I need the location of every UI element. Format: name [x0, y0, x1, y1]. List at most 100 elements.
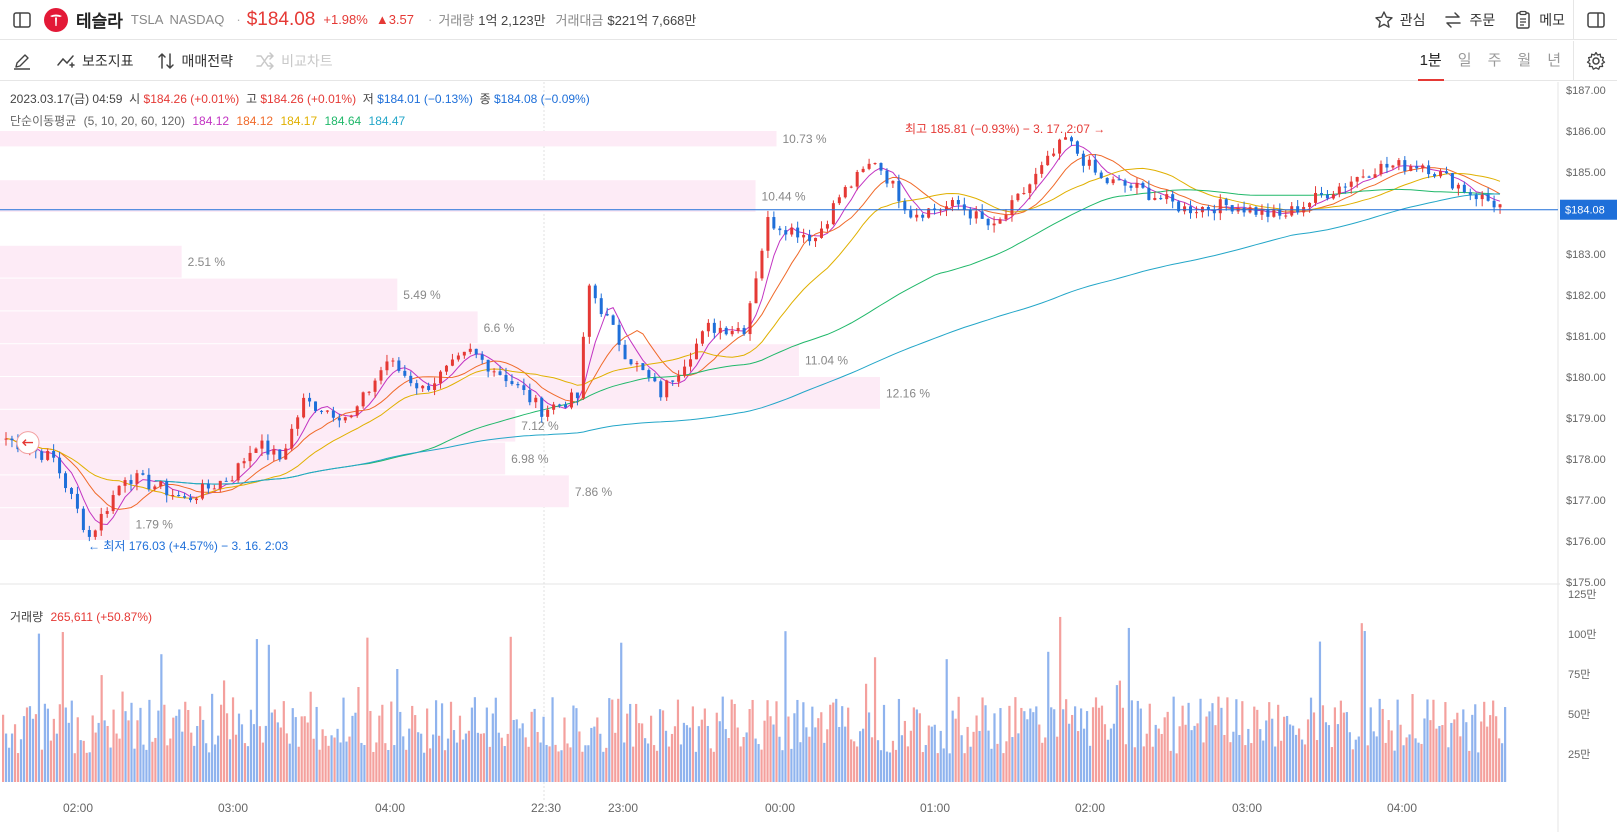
volume-bar — [975, 715, 978, 782]
volume-bar — [1259, 729, 1262, 782]
volume-bar — [1077, 731, 1080, 782]
volume-bar — [1459, 736, 1462, 782]
volume-bar — [217, 735, 220, 782]
volume-bar — [172, 717, 175, 782]
volume-bar — [455, 742, 459, 782]
volume-bar — [1038, 724, 1041, 782]
candle-body — [808, 234, 812, 242]
candle-body — [123, 480, 127, 486]
candle-body — [486, 359, 490, 372]
volume-bar — [219, 704, 223, 782]
indicator-button[interactable]: 보조지표 — [56, 51, 134, 71]
volume-bar — [467, 730, 471, 782]
volume-bar — [1244, 745, 1247, 782]
volume-profile-label: 7.12 % — [521, 419, 559, 433]
candle-body — [623, 344, 627, 360]
volume-bar — [587, 745, 590, 782]
candle-body — [528, 389, 532, 403]
volume-bar — [55, 733, 58, 782]
volume-bar — [148, 699, 151, 782]
volume-bar — [664, 730, 668, 782]
draw-button[interactable] — [0, 41, 44, 81]
volume-bar — [921, 752, 924, 782]
candle-body — [1355, 176, 1359, 182]
volume-bar — [1339, 700, 1342, 782]
candle-body — [4, 438, 8, 440]
strategy-button[interactable]: 매매전략 — [156, 51, 233, 71]
tab-month[interactable]: 월 — [1517, 52, 1532, 69]
candle-body — [712, 322, 716, 333]
candle-body — [421, 385, 425, 389]
candle-body — [75, 493, 79, 509]
volume-bar — [372, 751, 375, 782]
candle-body — [1069, 137, 1073, 142]
volume-bar — [94, 732, 97, 782]
volume-bar — [1106, 739, 1110, 782]
candle-body — [1385, 163, 1389, 168]
volume-legend-label: 거래량 — [10, 610, 44, 624]
compare-button[interactable]: 비교차트 — [255, 51, 333, 71]
candle-body — [522, 385, 526, 390]
volume-bar — [811, 706, 814, 782]
tab-year[interactable]: 년 — [1547, 52, 1561, 69]
volume-bar — [530, 711, 533, 782]
volume-bar — [160, 654, 163, 782]
tab-week[interactable]: 주 — [1487, 52, 1502, 69]
ma120-line — [154, 193, 1501, 485]
volume-bar — [608, 698, 611, 782]
volume-bar — [351, 715, 354, 782]
volume-bar — [518, 728, 521, 782]
settings-button[interactable] — [1573, 41, 1617, 81]
volume-bar — [1256, 709, 1259, 782]
volume-bar — [841, 706, 844, 782]
volume-bar — [1450, 722, 1453, 782]
time-tick-label: 01:00 — [920, 801, 950, 815]
candle-body — [1361, 176, 1365, 178]
volume-bar — [13, 724, 17, 782]
candle-body — [99, 513, 103, 531]
order-button[interactable]: 주문 — [1443, 10, 1495, 30]
panel-toggle-button[interactable] — [1573, 0, 1617, 40]
volume-bar — [1504, 707, 1507, 782]
volume-bar — [139, 707, 142, 782]
volume-bar — [700, 719, 703, 782]
volume-bar — [787, 716, 790, 782]
gear-icon — [1586, 51, 1605, 70]
candle-body — [1058, 139, 1062, 154]
low-value: $184.01 (−0.13%) — [377, 92, 473, 106]
volume-bar — [1047, 651, 1050, 782]
tab-1min[interactable]: 1분 — [1417, 41, 1444, 81]
ma20-line — [5, 167, 1501, 499]
candle-body — [885, 170, 889, 184]
memo-button[interactable]: 메모 — [1513, 10, 1565, 30]
volume-bar — [990, 748, 993, 782]
change-amount: ▲3.57 — [375, 12, 414, 27]
candle-body — [1206, 206, 1210, 210]
candle-body — [64, 473, 68, 489]
volume-bar — [214, 744, 217, 782]
price-tick-label: $180.00 — [1566, 372, 1606, 384]
volume-profile-bar — [0, 442, 506, 475]
candle-body — [927, 208, 931, 218]
volume-bar — [10, 733, 14, 782]
sidebar-toggle-button[interactable] — [0, 0, 44, 40]
candle-body — [1230, 205, 1234, 212]
volume-bar — [115, 733, 118, 782]
volume-bar — [1483, 701, 1486, 782]
volume-bar — [1094, 697, 1098, 782]
time-tick-label: 04:00 — [1387, 801, 1417, 815]
volume-bar — [157, 710, 160, 782]
scroll-back-button[interactable] — [16, 431, 40, 455]
candle-body — [950, 199, 954, 207]
price-chart[interactable]: 10.73 % 10.44 % 2.51 % 5.49 % 6.6 % 11.04 % 12… — [0, 82, 1617, 832]
volume-bar — [500, 737, 503, 782]
candle-body — [587, 285, 591, 337]
watch-button[interactable]: 관심 — [1374, 10, 1425, 30]
volume-profile-label: 6.98 % — [511, 452, 549, 466]
volume-bar — [64, 707, 67, 782]
volume-bar — [808, 736, 811, 782]
volume-bar — [1432, 699, 1435, 782]
tab-day[interactable]: 일 — [1457, 52, 1472, 69]
candle-body — [534, 397, 538, 403]
candle-body — [272, 449, 276, 455]
